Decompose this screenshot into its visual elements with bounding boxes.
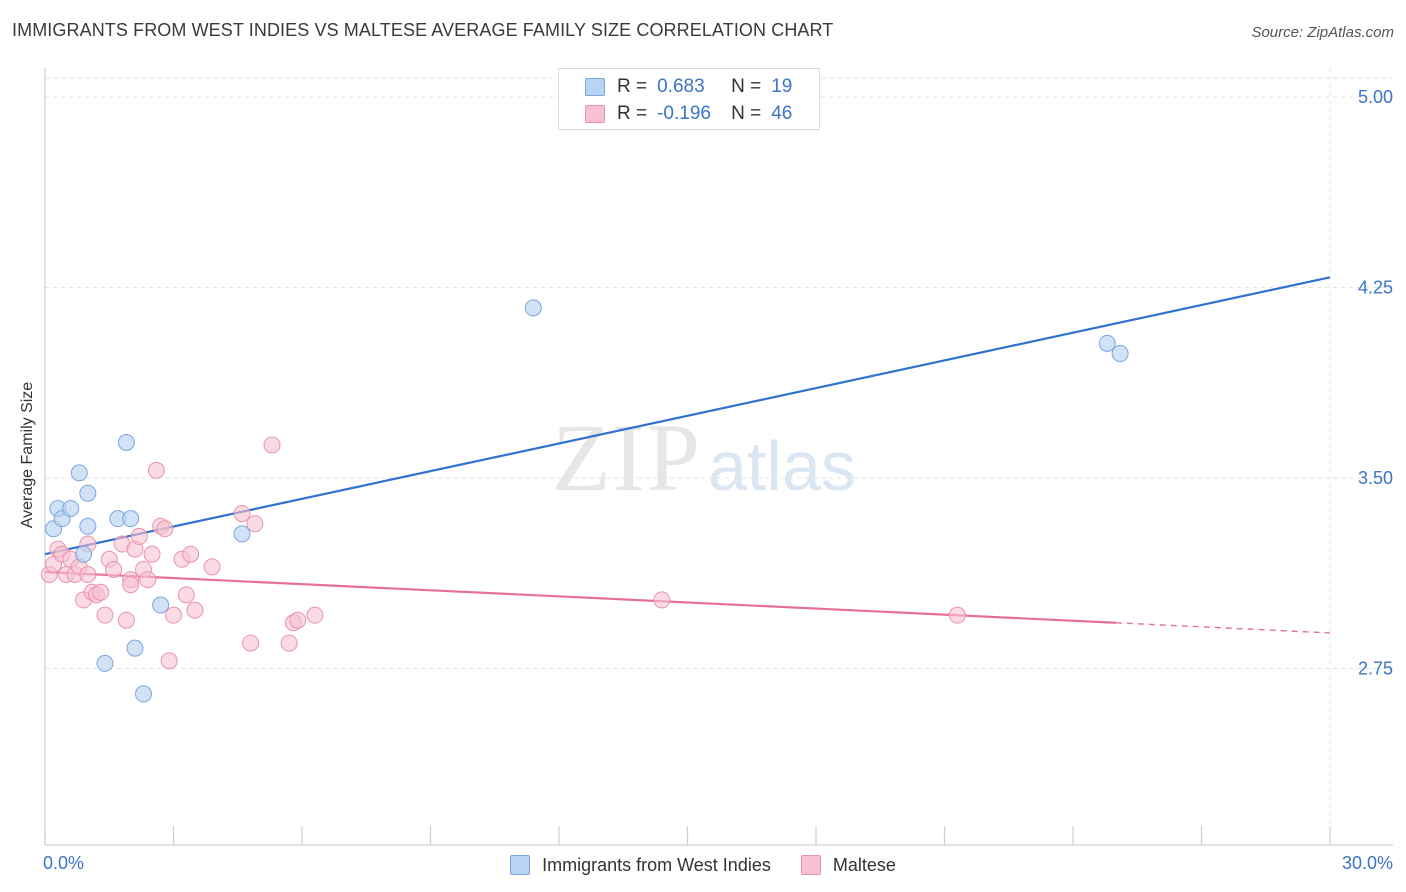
trend-line-west-indies bbox=[44, 276, 1331, 556]
point-maltese bbox=[105, 560, 123, 578]
point-west-indies bbox=[152, 596, 170, 614]
stats-swatch-maltese bbox=[585, 105, 605, 123]
point-west-indies bbox=[1098, 334, 1116, 352]
r-value: 0.683 bbox=[657, 76, 705, 97]
point-maltese bbox=[156, 520, 174, 538]
stats-legend: R = 0.683 N = 19 R = -0.196 N = 46 bbox=[558, 68, 820, 130]
point-west-indies bbox=[62, 499, 80, 517]
point-maltese bbox=[203, 558, 221, 576]
point-maltese bbox=[79, 566, 97, 584]
point-west-indies bbox=[75, 545, 93, 563]
point-west-indies bbox=[135, 685, 153, 703]
stats-row-maltese: R = -0.196 N = 46 bbox=[559, 101, 792, 127]
point-maltese bbox=[233, 505, 251, 523]
x-tick-label: 0.0% bbox=[43, 853, 84, 873]
r-label: R = bbox=[617, 103, 648, 124]
y-tick-label: 4.25 bbox=[1358, 278, 1393, 298]
legend-item-maltese[interactable]: Maltese bbox=[800, 854, 896, 876]
y-tick-label: 3.50 bbox=[1358, 468, 1393, 488]
point-west-indies bbox=[96, 654, 114, 672]
source-label: Source: ZipAtlas.com bbox=[1251, 24, 1394, 41]
trend-line-maltese-extrapolated bbox=[1115, 622, 1331, 634]
trend-line-maltese bbox=[44, 570, 1116, 624]
point-maltese bbox=[143, 545, 161, 563]
legend-label-west-indies: Immigrants from West Indies bbox=[542, 854, 771, 875]
y-axis-label: Average Family Size bbox=[19, 381, 36, 529]
point-west-indies bbox=[1111, 345, 1129, 363]
n-value: 46 bbox=[771, 103, 793, 124]
legend-swatch-west-indies bbox=[510, 855, 531, 875]
point-maltese bbox=[165, 606, 182, 624]
r-value: -0.196 bbox=[657, 103, 711, 124]
point-maltese bbox=[160, 652, 178, 670]
point-maltese bbox=[117, 611, 135, 629]
point-maltese bbox=[263, 436, 281, 454]
point-maltese bbox=[242, 634, 260, 652]
point-maltese bbox=[280, 634, 298, 652]
y-tick-label: 2.75 bbox=[1358, 659, 1393, 679]
n-label: N = bbox=[731, 76, 762, 97]
point-west-indies bbox=[117, 433, 135, 451]
point-maltese bbox=[96, 606, 114, 624]
point-maltese bbox=[139, 571, 157, 589]
point-maltese bbox=[246, 515, 264, 533]
chart-title: IMMIGRANTS FROM WEST INDIES VS MALTESE A… bbox=[12, 20, 834, 40]
point-west-indies bbox=[79, 517, 97, 535]
point-west-indies bbox=[70, 464, 88, 482]
point-west-indies bbox=[79, 484, 97, 502]
point-maltese bbox=[92, 583, 110, 601]
point-west-indies bbox=[233, 525, 251, 543]
n-label: N = bbox=[731, 103, 762, 124]
point-maltese bbox=[948, 606, 966, 624]
point-maltese bbox=[653, 591, 671, 609]
point-maltese bbox=[306, 606, 324, 624]
point-maltese bbox=[122, 576, 140, 594]
point-west-indies bbox=[122, 510, 140, 528]
point-maltese bbox=[186, 601, 204, 619]
n-value: 19 bbox=[771, 76, 793, 97]
legend-label-maltese: Maltese bbox=[832, 854, 896, 875]
point-maltese bbox=[130, 527, 148, 545]
stats-row-west-indies: R = 0.683 N = 19 bbox=[559, 74, 792, 100]
series-legend: Immigrants from West Indies Maltese bbox=[0, 852, 1406, 878]
r-label: R = bbox=[617, 76, 648, 97]
y-tick-label: 5.00 bbox=[1358, 87, 1393, 107]
point-west-indies bbox=[524, 299, 542, 317]
point-west-indies bbox=[126, 639, 144, 657]
stats-swatch-west-indies bbox=[585, 78, 605, 96]
x-tick-label: 30.0% bbox=[1342, 853, 1393, 873]
point-maltese bbox=[289, 611, 307, 629]
point-maltese bbox=[182, 545, 200, 563]
legend-item-west-indies[interactable]: Immigrants from West Indies bbox=[510, 855, 771, 876]
point-maltese bbox=[147, 461, 165, 479]
point-maltese bbox=[177, 586, 195, 604]
legend-swatch-maltese bbox=[800, 855, 821, 875]
